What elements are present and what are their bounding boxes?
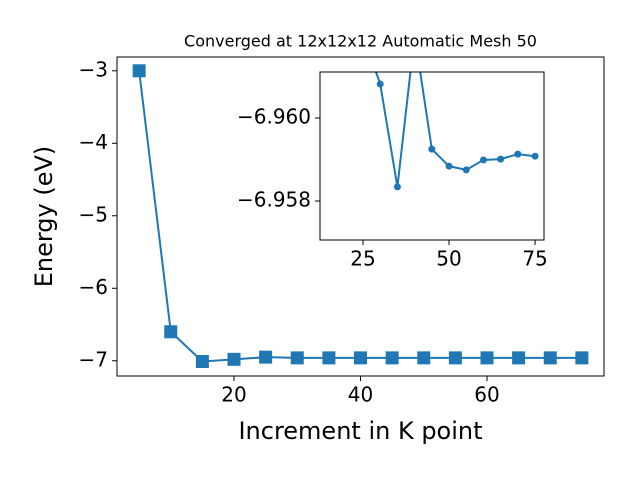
chart-title: Converged at 12x12x12 Automatic Mesh 50 [184,32,537,51]
marker [575,351,589,365]
marker [543,351,557,365]
marker [132,64,146,78]
y-tick-label: −6.960 [237,105,311,129]
y-tick-label: −6 [79,275,108,299]
y-tick-label: −4 [79,130,108,154]
y-tick-label: −3 [79,57,108,81]
x-tick-label: 40 [348,383,373,407]
marker [445,162,453,170]
y-tick-label: −6.958 [237,188,311,212]
marker [195,355,209,368]
y-tick-label: −7 [79,347,108,371]
y-tick-label: −5 [79,202,108,226]
marker [393,183,401,191]
marker [376,80,384,88]
marker [428,145,436,153]
marker [227,352,241,366]
x-tick-label: 50 [436,247,461,271]
series-group [132,64,589,368]
x-tick-label: 75 [522,247,547,271]
marker [322,351,336,365]
x-tick-label: 25 [350,247,375,271]
marker [480,351,494,365]
marker [497,155,505,163]
axes-frame [116,56,605,377]
marker [385,351,399,365]
plot-area [320,72,544,240]
marker [290,351,304,365]
x-tick-label: 20 [221,383,246,407]
marker [164,325,178,339]
x-tick-label: 60 [474,383,499,407]
series-group [374,72,539,191]
marker [531,152,539,160]
marker [479,156,487,164]
axes-frame [319,71,545,241]
marker [354,351,367,365]
marker [259,350,273,364]
marker [417,351,431,365]
marker [462,166,470,174]
y-axis-label: Energy (eV) [30,146,58,288]
axes: 25 50 75 −6.958 −6.960 [237,71,548,271]
marker [448,351,462,365]
x-axis-label: Increment in K point [238,417,482,445]
marker [512,351,526,365]
marker [514,150,522,158]
